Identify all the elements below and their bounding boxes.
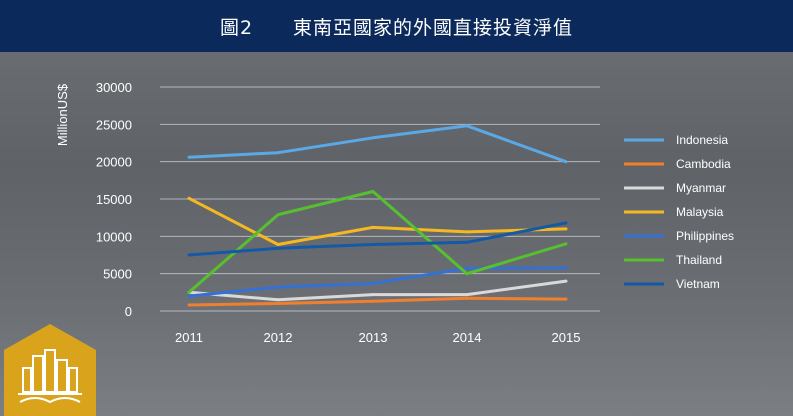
data-point-thailand bbox=[371, 190, 375, 193]
data-point-cambodia bbox=[564, 297, 568, 301]
data-point-thailand bbox=[465, 272, 469, 276]
legend-item-thailand: Thailand bbox=[624, 253, 722, 267]
data-point-thailand bbox=[276, 213, 280, 217]
data-point-indonesia bbox=[187, 155, 191, 159]
data-point-cambodia bbox=[371, 299, 375, 303]
data-point-vietnam bbox=[465, 240, 469, 244]
legend-item-philippines: Philippines bbox=[624, 229, 734, 243]
legend-item-myanmar: Myanmar bbox=[624, 181, 726, 195]
data-point-philippines bbox=[187, 294, 191, 298]
data-point-cambodia bbox=[187, 303, 191, 307]
x-tick-label: 2011 bbox=[175, 330, 203, 345]
legend-label: Cambodia bbox=[676, 157, 731, 171]
y-tick-label: 5000 bbox=[103, 267, 132, 282]
data-point-indonesia bbox=[371, 136, 375, 140]
x-tick-label: 2014 bbox=[453, 330, 482, 345]
y-axis-ticks: 0 5000 10000 15000 20000 25000 30000 bbox=[96, 80, 132, 319]
data-point-thailand bbox=[564, 242, 568, 246]
y-tick-label: 25000 bbox=[96, 117, 132, 132]
data-point-indonesia bbox=[465, 124, 469, 128]
data-point-vietnam bbox=[187, 253, 191, 257]
data-point-philippines bbox=[465, 266, 469, 270]
data-point-vietnam bbox=[564, 221, 568, 225]
legend-label: Indonesia bbox=[676, 133, 728, 147]
data-point-philippines bbox=[276, 285, 280, 289]
x-tick-label: 2012 bbox=[264, 330, 293, 345]
legend-item-cambodia: Cambodia bbox=[624, 157, 731, 171]
legend-label: Malaysia bbox=[676, 205, 724, 219]
building-logo-icon bbox=[4, 324, 96, 416]
data-point-malaysia bbox=[187, 196, 191, 200]
title-bar: 圖2 東南亞國家的外國直接投資淨值 bbox=[0, 0, 793, 52]
data-point-myanmar bbox=[465, 293, 469, 297]
data-point-philippines bbox=[371, 281, 375, 285]
data-point-cambodia bbox=[465, 296, 469, 300]
data-point-myanmar bbox=[371, 293, 375, 297]
series-line-malaysia bbox=[188, 196, 567, 246]
y-tick-label: 0 bbox=[125, 304, 132, 319]
legend-item-vietnam: Vietnam bbox=[624, 277, 720, 291]
legend-label: Thailand bbox=[676, 253, 722, 267]
data-point-vietnam bbox=[371, 243, 375, 246]
data-point-vietnam bbox=[276, 246, 280, 250]
series-line-indonesia bbox=[188, 124, 567, 164]
data-point-malaysia bbox=[371, 225, 375, 229]
data-point-indonesia bbox=[564, 160, 568, 164]
data-point-thailand bbox=[187, 290, 191, 294]
data-point-malaysia bbox=[465, 230, 469, 234]
y-axis-label: MillionUS$ bbox=[55, 83, 70, 146]
page-title: 圖2 東南亞國家的外國直接投資淨值 bbox=[219, 16, 574, 39]
data-point-indonesia bbox=[276, 151, 280, 155]
y-tick-label: 10000 bbox=[96, 229, 132, 244]
legend-item-malaysia: Malaysia bbox=[624, 205, 724, 219]
series-lines bbox=[187, 124, 568, 307]
legend-label: Myanmar bbox=[676, 181, 726, 195]
series-line-cambodia bbox=[188, 296, 567, 307]
series-line-thailand bbox=[188, 190, 567, 294]
data-point-myanmar bbox=[276, 298, 280, 302]
data-point-cambodia bbox=[276, 302, 280, 305]
y-tick-label: 15000 bbox=[96, 192, 132, 207]
x-axis-ticks: 2011 2012 2013 2014 2015 bbox=[175, 330, 580, 345]
data-point-philippines bbox=[564, 266, 568, 270]
legend-label: Philippines bbox=[676, 229, 734, 243]
y-tick-label: 20000 bbox=[96, 155, 132, 170]
x-tick-label: 2013 bbox=[359, 330, 388, 345]
y-tick-label: 30000 bbox=[96, 80, 132, 95]
data-point-malaysia bbox=[276, 243, 280, 246]
x-tick-label: 2015 bbox=[552, 330, 581, 345]
data-point-malaysia bbox=[564, 227, 568, 231]
legend: Indonesia Cambodia Myanmar Malaysia Philippi… bbox=[624, 133, 734, 291]
legend-label: Vietnam bbox=[676, 277, 720, 291]
legend-item-indonesia: Indonesia bbox=[624, 133, 728, 147]
data-point-myanmar bbox=[564, 279, 568, 283]
series-line-philippines bbox=[188, 266, 567, 298]
